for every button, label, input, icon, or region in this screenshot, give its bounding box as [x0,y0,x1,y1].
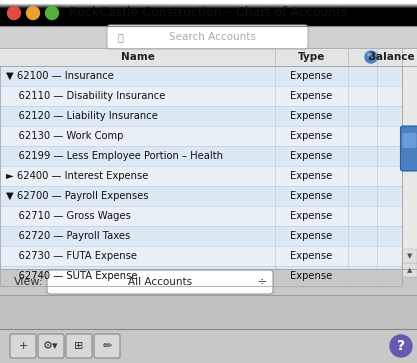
Text: Expense: Expense [290,211,333,221]
FancyBboxPatch shape [0,186,402,206]
Text: 62130 — Work Comp: 62130 — Work Comp [6,131,123,141]
Circle shape [365,51,377,63]
Text: Expense: Expense [290,231,333,241]
Text: Expense: Expense [290,111,333,121]
FancyBboxPatch shape [0,266,402,286]
FancyBboxPatch shape [402,263,417,277]
Text: ?: ? [397,339,405,353]
FancyBboxPatch shape [0,26,417,48]
FancyBboxPatch shape [400,126,417,171]
Text: ▼: ▼ [407,253,412,259]
FancyBboxPatch shape [402,48,417,277]
Text: Expense: Expense [290,151,333,161]
Text: 62740 — SUTA Expense: 62740 — SUTA Expense [6,271,138,281]
Text: Expense: Expense [290,91,333,101]
Text: +: + [18,341,28,351]
Text: Expense: Expense [290,131,333,141]
Text: 62710 — Gross Wages: 62710 — Gross Wages [6,211,131,221]
Text: 62110 — Disability Insurance: 62110 — Disability Insurance [6,91,166,101]
Text: 62120 — Liability Insurance: 62120 — Liability Insurance [6,111,158,121]
FancyBboxPatch shape [66,334,92,358]
FancyBboxPatch shape [10,334,36,358]
Text: ⊞: ⊞ [74,341,84,351]
FancyBboxPatch shape [0,269,417,295]
Text: Type: Type [298,52,325,62]
Circle shape [45,7,58,20]
Text: RockCastle Construction – Chart of Accounts: RockCastle Construction – Chart of Accou… [69,7,348,20]
Text: Expense: Expense [290,71,333,81]
FancyBboxPatch shape [0,146,402,166]
Text: 62730 — FUTA Expense: 62730 — FUTA Expense [6,251,137,261]
Text: ► 62400 — Interest Expense: ► 62400 — Interest Expense [6,171,148,181]
Text: ▲: ▲ [407,267,412,273]
Text: Name: Name [121,52,154,62]
Text: View:: View: [14,277,43,287]
FancyBboxPatch shape [367,53,372,57]
FancyBboxPatch shape [0,48,402,66]
FancyBboxPatch shape [0,126,402,146]
Text: ⚙▾: ⚙▾ [43,341,59,351]
FancyBboxPatch shape [0,206,402,226]
Text: All Accounts: All Accounts [128,277,192,287]
Text: Expense: Expense [290,251,333,261]
Circle shape [8,7,20,20]
Text: Balance: Balance [368,52,414,62]
FancyBboxPatch shape [402,133,417,148]
Text: Expense: Expense [290,191,333,201]
Circle shape [390,335,412,357]
Text: 62720 — Payroll Taxes: 62720 — Payroll Taxes [6,231,130,241]
Circle shape [27,7,40,20]
FancyBboxPatch shape [47,270,273,294]
FancyBboxPatch shape [0,226,402,246]
FancyBboxPatch shape [0,86,402,106]
Text: Expense: Expense [290,171,333,181]
FancyBboxPatch shape [107,25,308,49]
FancyBboxPatch shape [0,106,402,126]
Text: 🔍: 🔍 [117,32,123,42]
FancyBboxPatch shape [94,334,120,358]
Text: ÷: ÷ [257,276,267,289]
FancyBboxPatch shape [0,66,402,86]
Text: ▼ 62100 — Insurance: ▼ 62100 — Insurance [6,71,114,81]
Text: 62199 — Less Employee Portion – Health: 62199 — Less Employee Portion – Health [6,151,223,161]
FancyBboxPatch shape [38,334,64,358]
FancyBboxPatch shape [0,329,417,363]
FancyBboxPatch shape [0,246,402,266]
Text: ✏: ✏ [102,341,112,351]
FancyBboxPatch shape [402,249,417,263]
Text: Expense: Expense [290,271,333,281]
Text: ▼ 62700 — Payroll Expenses: ▼ 62700 — Payroll Expenses [6,191,148,201]
FancyBboxPatch shape [0,166,402,186]
Text: Search Accounts: Search Accounts [169,32,256,42]
